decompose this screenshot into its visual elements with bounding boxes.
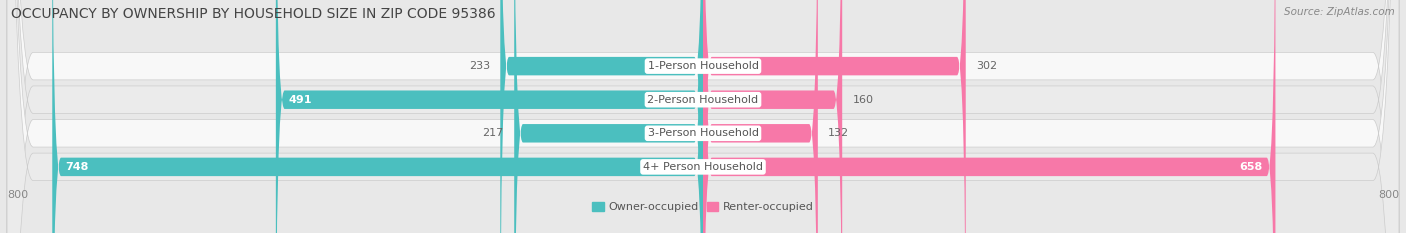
Legend: Owner-occupied, Renter-occupied: Owner-occupied, Renter-occupied xyxy=(592,202,814,212)
FancyBboxPatch shape xyxy=(703,0,842,233)
Text: 748: 748 xyxy=(65,162,89,172)
Text: OCCUPANCY BY OWNERSHIP BY HOUSEHOLD SIZE IN ZIP CODE 95386: OCCUPANCY BY OWNERSHIP BY HOUSEHOLD SIZE… xyxy=(11,7,496,21)
Text: 160: 160 xyxy=(852,95,873,105)
Text: 3-Person Household: 3-Person Household xyxy=(648,128,758,138)
Text: Source: ZipAtlas.com: Source: ZipAtlas.com xyxy=(1284,7,1395,17)
Text: 132: 132 xyxy=(828,128,849,138)
Text: 1-Person Household: 1-Person Household xyxy=(648,61,758,71)
FancyBboxPatch shape xyxy=(7,0,1399,233)
Text: 2-Person Household: 2-Person Household xyxy=(647,95,759,105)
FancyBboxPatch shape xyxy=(52,0,703,233)
Text: 217: 217 xyxy=(482,128,503,138)
FancyBboxPatch shape xyxy=(7,0,1399,233)
FancyBboxPatch shape xyxy=(7,0,1399,233)
Text: 233: 233 xyxy=(468,61,489,71)
FancyBboxPatch shape xyxy=(515,0,703,233)
FancyBboxPatch shape xyxy=(703,0,966,233)
FancyBboxPatch shape xyxy=(703,0,818,233)
Text: 800: 800 xyxy=(1378,190,1399,200)
FancyBboxPatch shape xyxy=(703,0,1275,233)
FancyBboxPatch shape xyxy=(7,0,1399,233)
Text: 302: 302 xyxy=(976,61,997,71)
FancyBboxPatch shape xyxy=(501,0,703,233)
Text: 4+ Person Household: 4+ Person Household xyxy=(643,162,763,172)
Text: 658: 658 xyxy=(1240,162,1263,172)
Text: 800: 800 xyxy=(7,190,28,200)
FancyBboxPatch shape xyxy=(276,0,703,233)
Text: 491: 491 xyxy=(288,95,312,105)
